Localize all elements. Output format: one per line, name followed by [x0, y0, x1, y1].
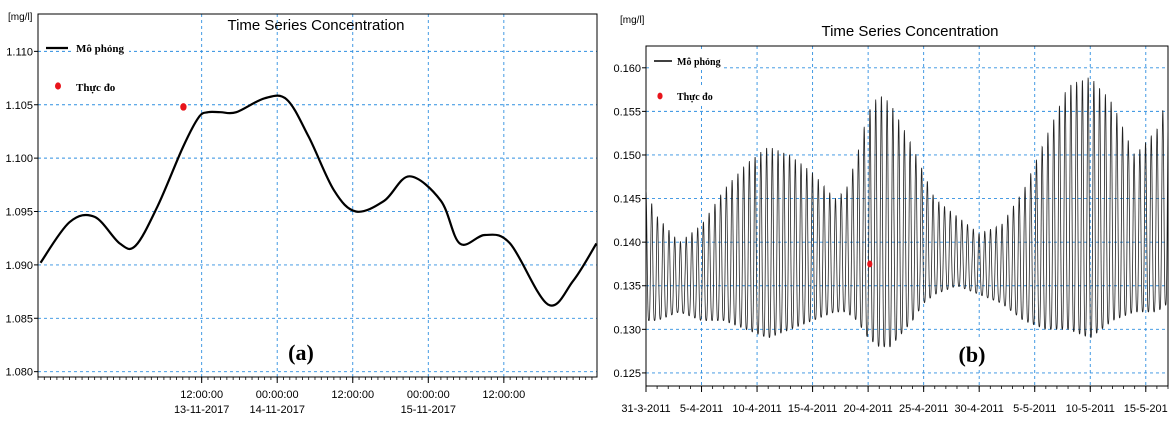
chart-title: Time Series Concentration [821, 23, 998, 40]
y-tick-label: 1.105 [5, 100, 33, 112]
y-tick-label: 1.080 [5, 367, 33, 379]
x-tick-label: 10-5-2011 [1066, 403, 1115, 415]
x-tick-time: 12:00:00 [331, 389, 374, 401]
x-tick-date: 13-11-2017 [174, 404, 229, 416]
y-unit-label: [mg/l] [620, 15, 645, 26]
y-tick-label: 1.100 [5, 153, 33, 165]
y-tick-label: 0.125 [613, 368, 641, 380]
plot-frame [645, 45, 1169, 387]
panel-label-bg [952, 340, 992, 368]
x-tick-label: 5-4-2011 [680, 403, 723, 415]
chart-panel-a: [mg/l] Time Series Concentration 1.080 1.08… [5, 12, 598, 416]
time-series-chart-a: [mg/l] Time Series Concentration 1.080 1.08… [5, 12, 598, 416]
x-tick-date: 15-11-2017 [401, 404, 456, 416]
x-tick-label: 31-3-2011 [621, 403, 670, 415]
y-tick-label: 1.090 [5, 260, 33, 272]
legend-label-bg [650, 88, 712, 106]
legend-label-observed: Thực đo [677, 92, 713, 103]
legend-marker-swatch [55, 82, 61, 90]
chart-panel-b: [mg/l] Time Series Concentration 0.125 0.13… [600, 0, 1171, 421]
observed-point [180, 103, 187, 111]
plot-frame [37, 13, 598, 378]
x-tick-date: 14-11-2017 [249, 404, 304, 416]
simulated-series-line [39, 94, 598, 307]
legend-label-bg [73, 38, 129, 54]
legend-label-bg [73, 78, 121, 94]
y-tick-label: 1.095 [5, 207, 33, 219]
y-tick-label: 1.110 [6, 46, 33, 58]
legend-label-bg [650, 52, 722, 70]
y-tick-label: 0.150 [613, 150, 641, 162]
x-tick-label: 10-4-2011 [732, 403, 781, 415]
x-tick-label: 5-5-2011 [1013, 403, 1056, 415]
legend-label-simulated: Mô phỏng [76, 43, 124, 55]
y-tick-label: 0.155 [613, 106, 641, 118]
y-tick-label: 0.135 [613, 281, 641, 293]
observed-point [867, 260, 873, 268]
x-tick-time: 00:00:00 [407, 389, 450, 401]
x-tick-time: 00:00:00 [256, 389, 299, 401]
legend-label-observed: Thực đo [76, 82, 116, 94]
x-tick-time: 12:00:00 [180, 389, 223, 401]
x-tick-label: 15-5-201 [1124, 403, 1168, 415]
y-tick-label: 1.085 [5, 313, 33, 325]
x-tick-label: 30-4-2011 [955, 403, 1004, 415]
chart-title: Time Series Concentration [227, 17, 404, 34]
time-series-chart-b: [mg/l] Time Series Concentration 0.125 0.13… [613, 15, 1169, 415]
x-tick-label: 20-4-2011 [843, 403, 892, 415]
x-tick-label: 15-4-2011 [788, 403, 837, 415]
panel-label: (b) [959, 342, 986, 367]
y-unit-label: [mg/l] [8, 12, 33, 23]
panel-label: (a) [288, 340, 314, 365]
y-tick-label: 0.140 [613, 237, 641, 249]
simulated-series-line [645, 77, 1169, 348]
y-tick-label: 0.160 [613, 63, 641, 75]
legend-marker-swatch [657, 92, 663, 100]
legend-label-simulated: Mô phỏng [677, 57, 721, 68]
y-tick-label: 0.145 [613, 194, 641, 206]
x-tick-time: 12:00:00 [482, 389, 525, 401]
y-tick-label: 0.130 [613, 324, 641, 336]
x-tick-label: 25-4-2011 [899, 403, 948, 415]
